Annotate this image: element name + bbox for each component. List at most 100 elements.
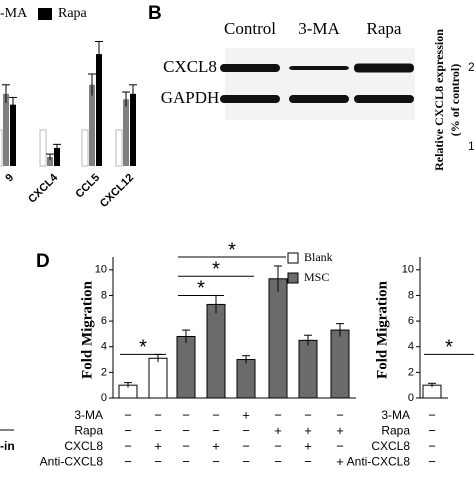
y-tick-label: 6 (408, 315, 414, 327)
blot-frame (225, 48, 415, 120)
treatment-sign: + (274, 423, 282, 438)
y-tick-label: 0 (101, 392, 107, 404)
treatment-sign: − (154, 454, 162, 469)
treatment-sign: + (304, 438, 312, 453)
treatment-sign: + (242, 407, 250, 422)
significance-label: * (139, 337, 147, 359)
treatment-sign: − (428, 423, 436, 438)
y-tick-label: 2 (101, 366, 107, 378)
lane-label: Rapa (367, 19, 402, 38)
bar (330, 329, 350, 399)
treatment-sign: − (182, 423, 190, 438)
lane-label: 3-MA (298, 19, 340, 38)
y-tick-label: 8 (101, 289, 107, 301)
bar (81, 129, 89, 167)
y-axis-label: Relative CXCL8 expression (432, 29, 446, 171)
treatment-sign: − (182, 438, 190, 453)
x-tick-label: CXCL4 (26, 171, 61, 206)
blot-band (220, 64, 280, 72)
bar (3, 93, 9, 166)
treatment-sign: − (182, 454, 190, 469)
bar (130, 93, 136, 166)
edge-tick: 2 (468, 60, 474, 74)
treatment-sign: − (124, 423, 132, 438)
bar (0, 129, 3, 167)
treatment-sign: − (154, 407, 162, 422)
treatment-sign: − (304, 407, 312, 422)
legend-label: MSC (304, 270, 329, 284)
y-tick-label: 2 (408, 366, 414, 378)
blot-band (289, 95, 349, 103)
significance-label: * (197, 278, 205, 300)
treatment-label: CXCL8 (64, 439, 103, 453)
treatment-sign: − (212, 454, 220, 469)
treatment-sign: + (336, 454, 344, 469)
y-axis-label: (% of control) (448, 64, 462, 136)
bar (176, 335, 196, 399)
treatment-sign: − (274, 438, 282, 453)
treatment-sign: − (212, 407, 220, 422)
treatment-sign: − (242, 423, 250, 438)
treatment-sign: − (336, 407, 344, 422)
legend-swatch (287, 252, 299, 264)
y-tick-label: 6 (101, 315, 107, 327)
blot-band (354, 63, 414, 73)
panel-letter: D (36, 251, 50, 272)
bar (298, 339, 318, 399)
significance-label: * (228, 239, 236, 261)
bar (47, 156, 53, 166)
blot-band (289, 66, 349, 70)
bar (89, 84, 95, 166)
treatment-sign: − (242, 438, 250, 453)
y-tick-label: 0 (408, 392, 414, 404)
bar (148, 357, 168, 399)
treatment-label: Rapa (381, 424, 410, 438)
treatment-sign: − (336, 438, 344, 453)
significance-label: * (212, 259, 220, 281)
legend-swatch (287, 272, 299, 284)
treatment-label: Anti-CXCL8 (40, 455, 104, 469)
legend-label: -MA (0, 6, 28, 21)
lane-label: Control (224, 19, 276, 38)
y-tick-label: 4 (408, 341, 414, 353)
bar (123, 99, 129, 166)
treatment-sign: − (124, 454, 132, 469)
treatment-label: Anti-CXCL8 (347, 455, 411, 469)
treatment-sign: − (274, 454, 282, 469)
row-label: GAPDH (161, 88, 220, 107)
treatment-sign: − (304, 454, 312, 469)
x-tick-label: 9 (3, 172, 16, 185)
treatment-sign: − (182, 407, 190, 422)
blot-band (220, 95, 280, 103)
bar (236, 359, 256, 399)
legend-label: Blank (304, 250, 333, 264)
bar (206, 303, 226, 399)
bar (96, 54, 102, 167)
blot-band (354, 95, 414, 103)
significance-label: * (445, 337, 453, 359)
treatment-label: 3-MA (74, 408, 103, 422)
fragment-text: -in (0, 439, 15, 453)
treatment-sign: − (274, 407, 282, 422)
y-tick-label: 4 (101, 341, 107, 353)
bar (54, 147, 60, 166)
legend-label: Rapa (58, 6, 88, 21)
treatment-label: 3-MA (381, 408, 410, 422)
y-tick-label: 8 (408, 289, 414, 301)
treatment-sign: − (124, 438, 132, 453)
x-tick-label: CXCL12 (98, 172, 136, 210)
treatment-sign: − (242, 454, 250, 469)
bar (10, 104, 16, 166)
treatment-sign: + (336, 423, 344, 438)
panel-letter: B (148, 3, 162, 24)
treatment-sign: + (212, 438, 220, 453)
treatment-label: CXCL8 (371, 439, 410, 453)
treatment-sign: − (428, 454, 436, 469)
treatment-sign: − (154, 423, 162, 438)
treatment-sign: − (428, 407, 436, 422)
row-label: CXCL8 (163, 57, 217, 76)
bar (115, 129, 123, 167)
y-axis-label: Fold Migration (79, 280, 95, 379)
treatment-sign: + (154, 438, 162, 453)
